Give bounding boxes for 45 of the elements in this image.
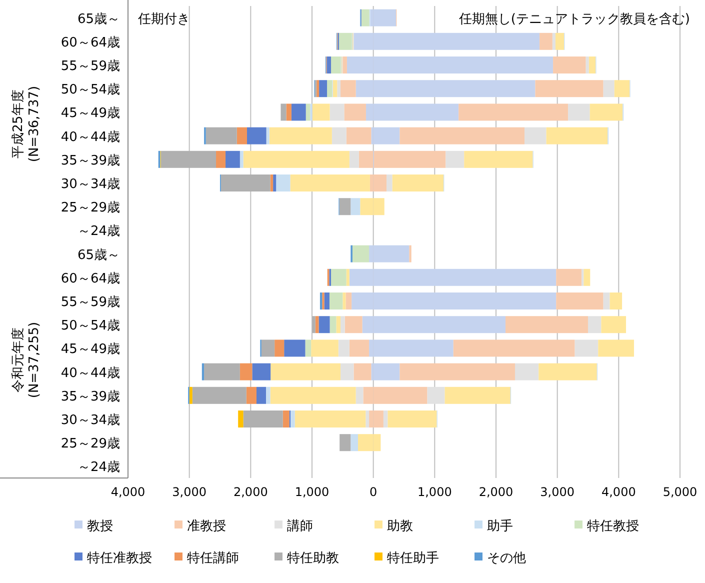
annotation: 任期付き (137, 12, 190, 27)
y-tick-label: 40～44歳 (60, 130, 120, 145)
x-tick-label: 1,000 (294, 485, 330, 499)
y-tick-label: 55～59歳 (60, 295, 120, 310)
text: 平成25年度 (N=36,737) (10, 86, 42, 162)
x-tick-label: 4,000 (601, 485, 636, 499)
legend-label: 助教 (387, 519, 413, 534)
x-tick-label: 4,000 (110, 485, 146, 499)
y-tick-label: 60～64歳 (60, 271, 120, 286)
y-tick-label: 45～49歳 (60, 106, 120, 122)
legend-label: 講師 (287, 519, 313, 534)
y-tick-label: 25～29歳 (60, 200, 120, 216)
x-tick-label: 2,000 (233, 485, 268, 499)
annotation: 任期無し(テニュアトラック教員を含む) (458, 12, 690, 27)
text: 令和元年度 (N=37,255) (10, 322, 42, 398)
legend-label: 特任准教授 (87, 551, 152, 566)
legend-label: 助手 (487, 519, 513, 534)
legend-label: 特任講師 (187, 551, 239, 566)
x-tick-label: 3,000 (540, 485, 575, 499)
y-tick-label: 35～39歳 (60, 153, 120, 168)
y-tick-label: 35～39歳 (60, 389, 120, 404)
y-tick-label: 65歳～ (77, 12, 120, 27)
legend-label: 教授 (87, 519, 113, 534)
x-tick-label: 2,000 (478, 485, 514, 499)
legend-label: 特任助教 (287, 551, 339, 566)
y-tick-label: 40～44歳 (60, 366, 120, 381)
y-tick-label: 50～54歳 (60, 82, 120, 98)
x-tick-label: 5,000 (662, 485, 698, 499)
y-tick-label: 30～34歳 (60, 177, 120, 192)
legend-label: その他 (487, 551, 526, 566)
legend-label: 准教授 (187, 519, 226, 534)
x-tick-label: 0 (370, 485, 378, 499)
y-tick-label: 30～34歳 (60, 413, 120, 428)
y-tick-label: 50～54歳 (60, 318, 120, 334)
y-tick-label: ～24歳 (77, 224, 120, 240)
legend-label: 特任助手 (387, 551, 439, 566)
x-tick-label: 3,000 (172, 485, 207, 499)
y-tick-label: 65歳～ (77, 248, 120, 263)
y-tick-label: 45～49歳 (60, 342, 120, 358)
y-tick-label: 55～59歳 (60, 59, 120, 74)
legend-label: 特任教授 (587, 519, 639, 534)
y-tick-label: 25～29歳 (60, 436, 120, 452)
y-tick-label: ～24歳 (77, 460, 120, 476)
y-tick-label: 60～64歳 (60, 35, 120, 50)
x-tick-label: 1,000 (417, 485, 452, 499)
